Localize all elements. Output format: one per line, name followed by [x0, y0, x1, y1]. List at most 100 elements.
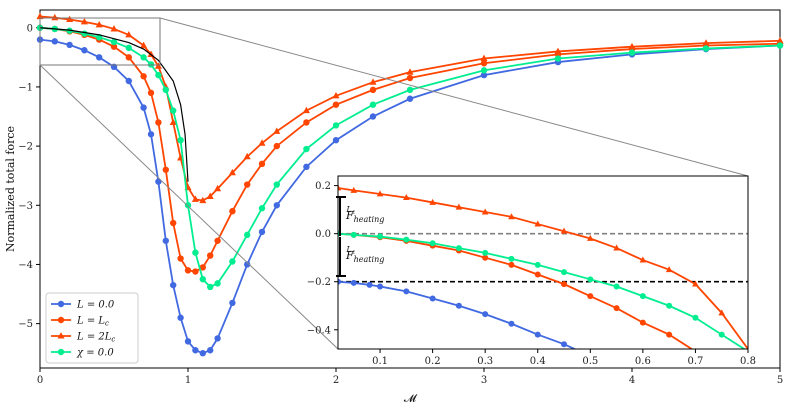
- zoom-region-box: [39, 17, 161, 66]
- data-point: [776, 42, 784, 49]
- y-tick-label: −0.2: [307, 277, 331, 288]
- data-point: [561, 341, 568, 348]
- data-point: [229, 258, 236, 265]
- data-point: [369, 101, 377, 108]
- data-point: [169, 118, 177, 125]
- data-point: [162, 237, 169, 244]
- data-point: [170, 219, 177, 227]
- data-point: [243, 152, 251, 160]
- data-point: [587, 276, 594, 283]
- data-point: [273, 202, 280, 209]
- legend-marker: [57, 348, 65, 356]
- data-point: [376, 190, 384, 197]
- data-point: [560, 227, 568, 234]
- data-point: [184, 202, 192, 209]
- y-tick-label: 0.0: [315, 229, 331, 240]
- data-point: [199, 196, 207, 204]
- data-point: [639, 256, 647, 263]
- data-point: [51, 38, 58, 45]
- series-line: [39, 27, 189, 182]
- data-point: [692, 314, 699, 321]
- data-point: [184, 338, 192, 345]
- y-tick-label: −4: [18, 260, 33, 271]
- data-point: [338, 184, 342, 191]
- data-point: [140, 73, 147, 80]
- data-point: [455, 203, 463, 210]
- data-point: [403, 194, 410, 201]
- data-point: [718, 331, 725, 338]
- data-point: [303, 119, 310, 126]
- data-point: [455, 302, 462, 309]
- data-point: [273, 181, 280, 188]
- data-point: [177, 255, 184, 262]
- series-L = 2L_c: [36, 12, 784, 204]
- data-point: [377, 233, 384, 240]
- data-point: [214, 280, 221, 287]
- data-point: [429, 198, 436, 205]
- heating-annotation-upper: FheatingLc: [345, 205, 384, 224]
- data-point: [613, 305, 620, 312]
- data-point: [628, 42, 636, 50]
- data-point: [369, 86, 377, 94]
- series-L = 2L_c: [338, 184, 748, 349]
- data-point: [214, 184, 222, 192]
- data-point: [350, 186, 358, 193]
- data-point: [455, 245, 462, 252]
- data-point: [258, 160, 266, 168]
- legend-entry: L = Lc: [51, 316, 109, 328]
- data-point: [403, 236, 410, 243]
- x-tick-label: 0.6: [635, 356, 651, 367]
- y-tick-label: −3: [18, 201, 33, 212]
- data-point: [147, 131, 155, 138]
- data-point: [302, 106, 310, 114]
- data-point: [702, 45, 710, 52]
- data-point: [776, 36, 784, 44]
- data-point: [482, 254, 489, 261]
- data-point: [51, 13, 59, 21]
- y-tick-label: −0.4: [307, 325, 331, 336]
- data-point: [369, 78, 377, 85]
- inset-reference-lines: [338, 232, 748, 283]
- main-axes: 0 1 2 3 4 5 0 −1 −2 −3 −4 −5 𝓜 Normalized total fo…: [4, 9, 784, 405]
- series-L = 0.0: [338, 278, 582, 349]
- x-tick-label: 4: [629, 375, 635, 386]
- data-point: [480, 60, 488, 67]
- data-point: [229, 207, 236, 215]
- data-point: [206, 192, 214, 199]
- data-point: [628, 49, 636, 56]
- data-point: [80, 17, 88, 25]
- data-point: [481, 208, 489, 215]
- x-tick-label: 0: [37, 375, 43, 386]
- zoom-connector-bottom: [39, 64, 339, 350]
- data-point: [244, 261, 251, 268]
- legend-entry: L = 2Lc: [51, 332, 115, 344]
- data-point: [81, 30, 88, 37]
- main-x-ticks: 0 1 2 3 4 5: [37, 368, 783, 386]
- data-point: [207, 252, 214, 259]
- data-point: [147, 89, 155, 97]
- data-point: [229, 299, 236, 307]
- data-point: [155, 71, 162, 79]
- data-point: [508, 320, 515, 327]
- data-point: [192, 249, 199, 256]
- series-L = 0.0: [36, 36, 784, 357]
- y-tick-label: −1: [18, 82, 33, 93]
- data-point: [140, 104, 147, 111]
- data-point: [81, 47, 88, 54]
- main-series: [36, 12, 784, 357]
- x-tick-label: 0.5: [582, 356, 598, 367]
- data-point: [192, 347, 199, 354]
- inset-background: [338, 176, 748, 349]
- data-point: [406, 74, 414, 82]
- data-point: [406, 95, 414, 102]
- data-point: [155, 119, 162, 126]
- data-point: [561, 281, 568, 288]
- data-point: [429, 240, 436, 247]
- inset-axes: 0.1 0.2 0.3 0.4 0.5 0.6 0.7 0.8 0.20.0−0.2−0.4 …: [307, 175, 756, 367]
- x-tick-label: 0.1: [372, 356, 388, 367]
- data-point: [702, 39, 710, 46]
- main-plot-frame: [39, 9, 781, 369]
- data-point: [154, 62, 162, 69]
- legend-entry: χ = 0.0: [51, 348, 114, 359]
